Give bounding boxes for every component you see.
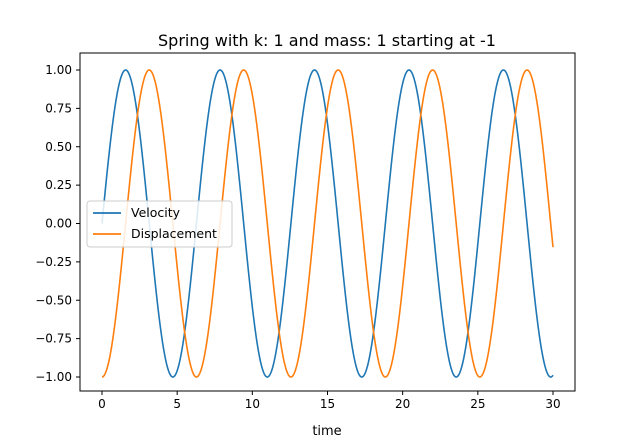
x-tick-label: 5 xyxy=(173,397,181,411)
y-tick-label: 0.00 xyxy=(45,217,72,231)
y-tick-label: −0.75 xyxy=(35,332,72,346)
legend-label-velocity: Velocity xyxy=(131,205,181,220)
y-tick-label: −0.50 xyxy=(35,293,72,307)
y-tick-label: −1.00 xyxy=(35,370,72,384)
x-tick-label: 30 xyxy=(545,397,560,411)
y-tick-label: 1.00 xyxy=(45,63,72,77)
chart-title: Spring with k: 1 and mass: 1 starting at… xyxy=(158,31,496,50)
x-tick-label: 20 xyxy=(395,397,410,411)
y-tick-label: −0.25 xyxy=(35,255,72,269)
x-tick-label: 0 xyxy=(98,397,106,411)
x-tick-label: 15 xyxy=(320,397,335,411)
series-line-velocity xyxy=(101,69,554,378)
y-tick-label: 0.75 xyxy=(45,101,72,115)
y-tick-label: 0.25 xyxy=(45,178,72,192)
series-line-displacement xyxy=(101,69,554,378)
y-tick-label: 0.50 xyxy=(45,140,72,154)
x-tick-label: 25 xyxy=(470,397,485,411)
plot-area: 0 5 10 15 20 25 30 −1.00 −0.75 −0.50 −0.25 0.00 0.25… xyxy=(35,52,576,411)
legend: Velocity Displacement xyxy=(86,200,233,248)
x-axis-label: time xyxy=(312,424,341,439)
legend-box xyxy=(86,200,233,248)
x-tick-label: 10 xyxy=(245,397,260,411)
legend-label-displacement: Displacement xyxy=(131,226,217,241)
